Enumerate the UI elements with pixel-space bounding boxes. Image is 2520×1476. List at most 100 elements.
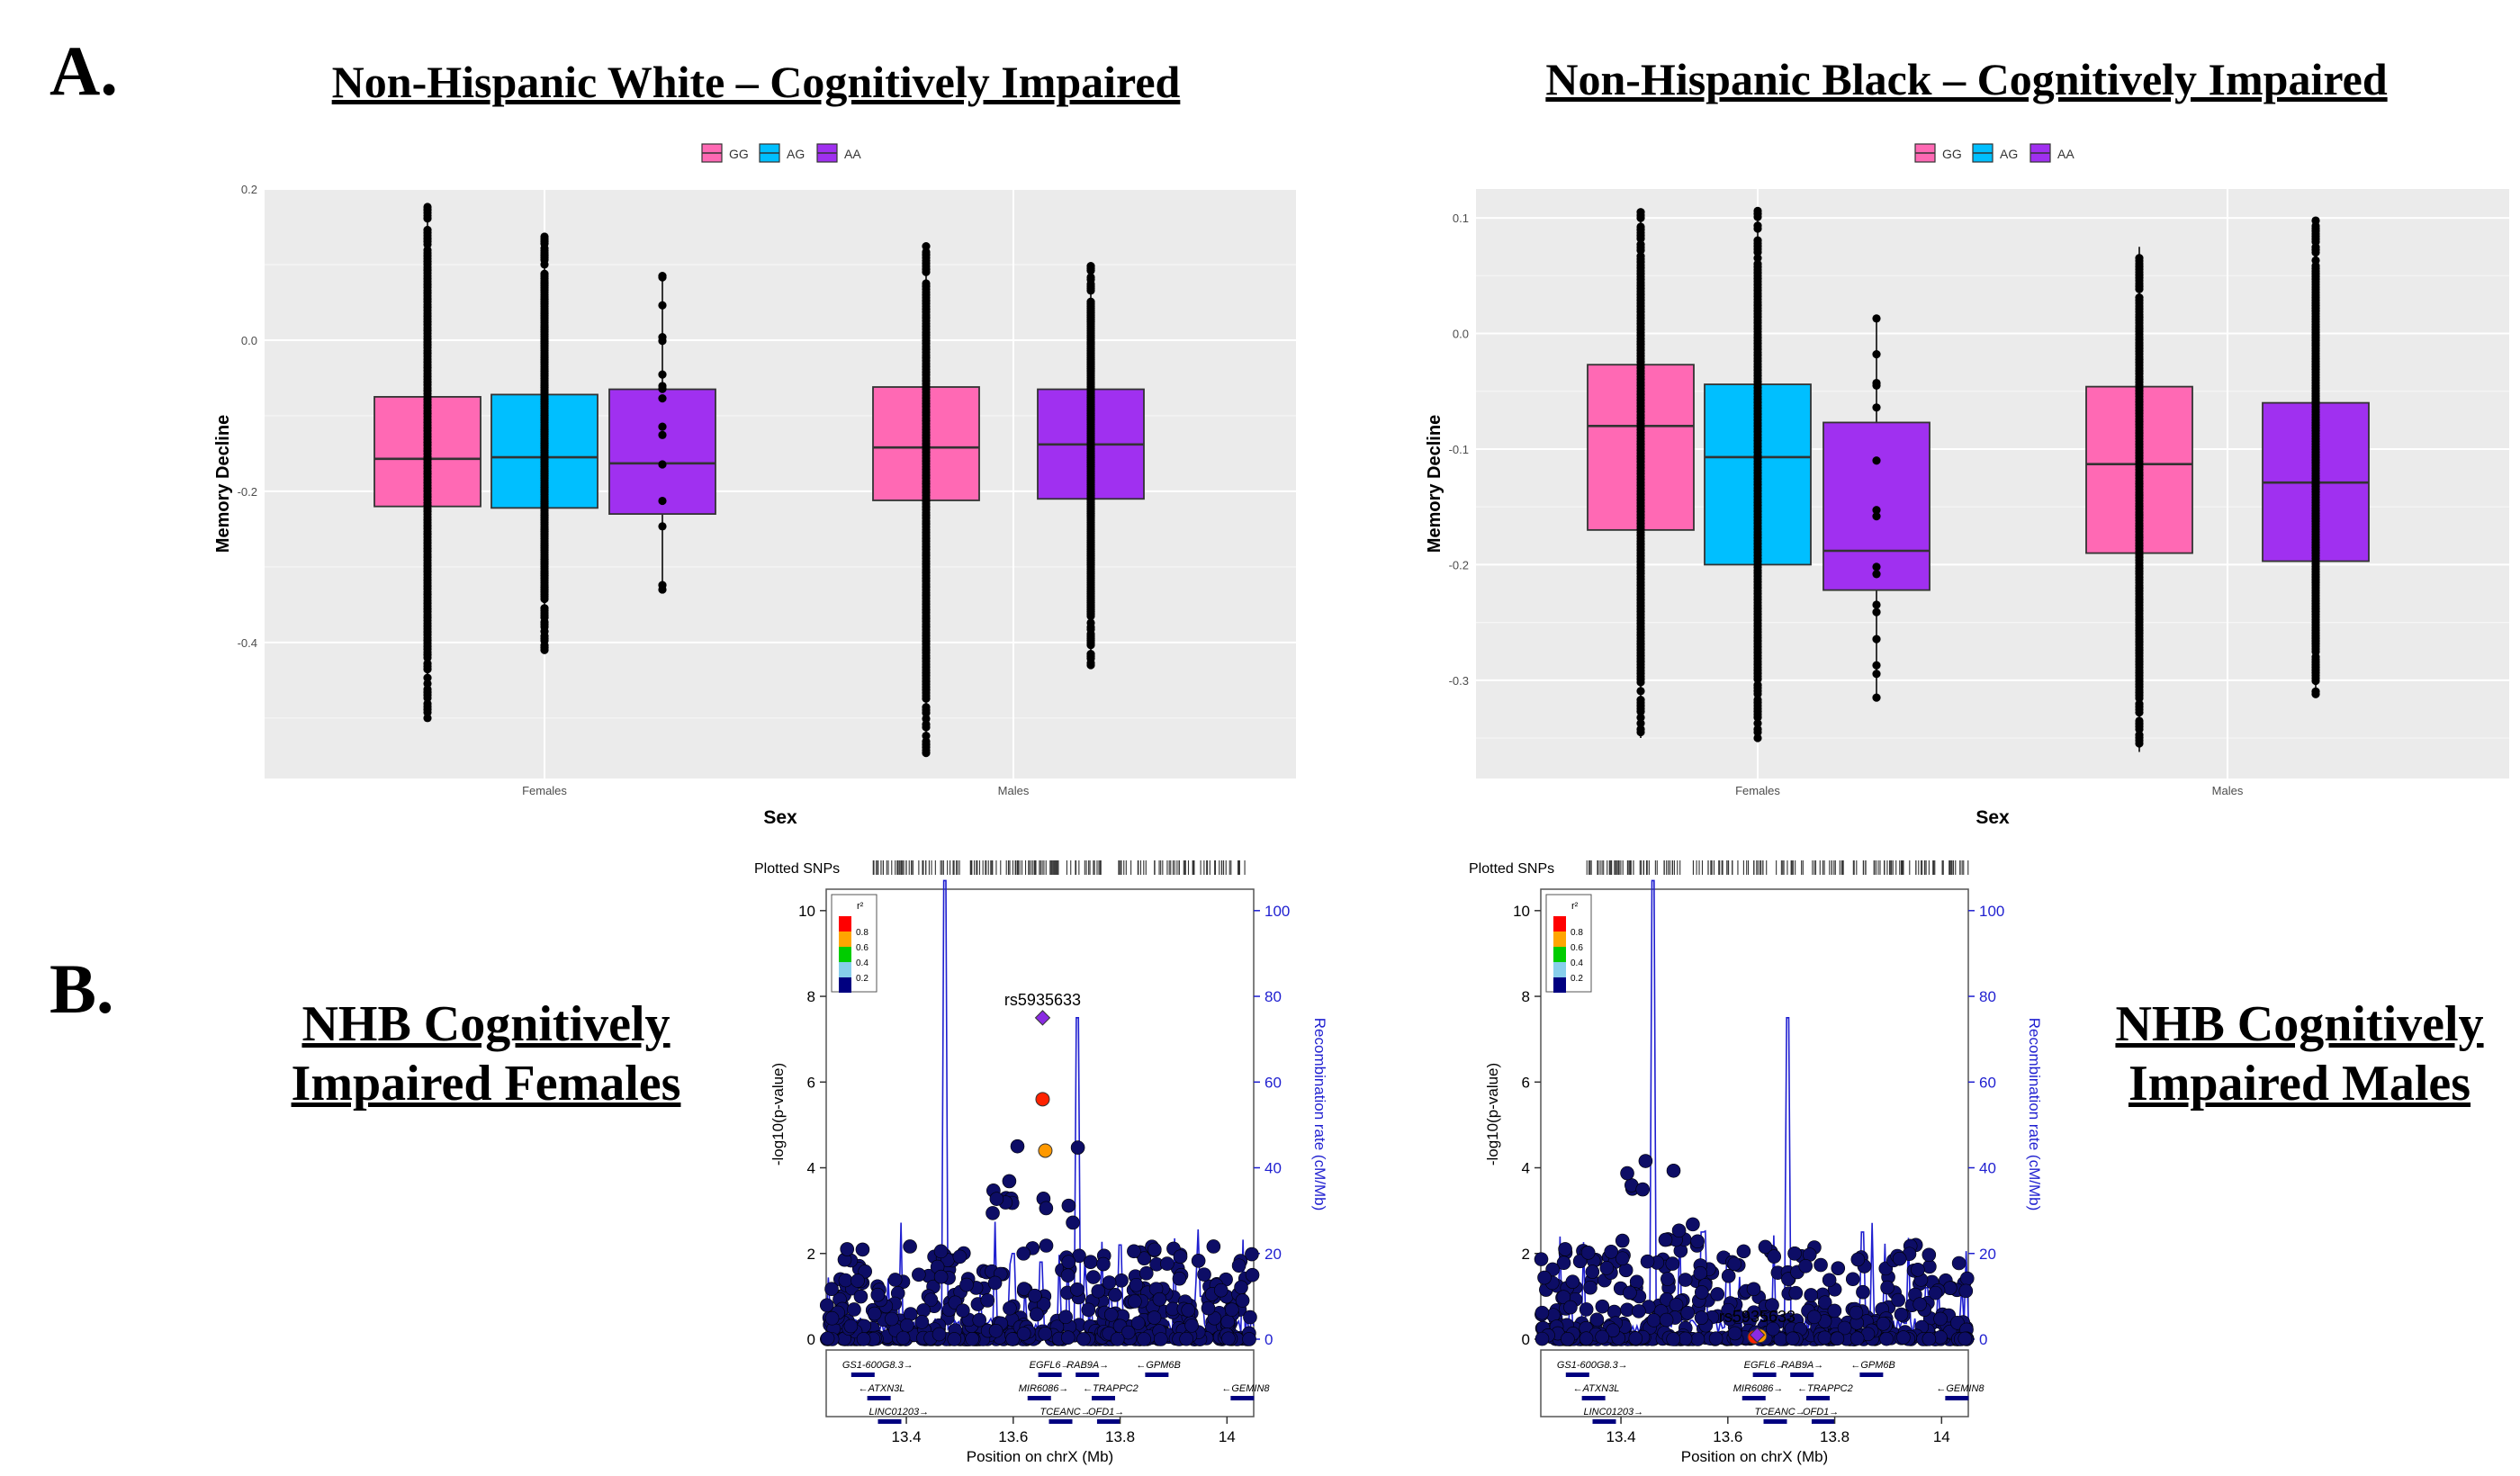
data-point bbox=[1086, 297, 1095, 306]
snp-point bbox=[1534, 1252, 1549, 1266]
snp-point bbox=[1242, 1332, 1256, 1346]
snp-point bbox=[1086, 1270, 1101, 1284]
gene-label: TCEANC→ bbox=[1755, 1407, 1805, 1418]
box-chart-white: Non-Hispanic White – Cognitively Impaire… bbox=[213, 57, 1296, 828]
snp-point bbox=[1694, 1285, 1709, 1300]
snp-point bbox=[1666, 1163, 1681, 1178]
males-title-box: NHB Cognitively Impaired Males bbox=[2115, 996, 2483, 1112]
snp-point bbox=[923, 1292, 939, 1308]
data-point bbox=[1753, 680, 1762, 689]
snp-point bbox=[1666, 1332, 1680, 1346]
snp-point bbox=[1710, 1287, 1725, 1301]
snp-point bbox=[1850, 1331, 1865, 1346]
gene-label: GS1-600G8.3→ bbox=[1557, 1360, 1628, 1371]
plotted-snps-label: Plotted SNPs bbox=[754, 861, 840, 877]
lz-x-axis-title: Position on chrX (Mb) bbox=[967, 1448, 1113, 1465]
snp-point bbox=[824, 1282, 839, 1296]
gene-body bbox=[1945, 1396, 1969, 1400]
snp-point bbox=[824, 1310, 840, 1326]
snp-point bbox=[1746, 1282, 1761, 1297]
snp-point bbox=[1102, 1275, 1117, 1290]
y-axis-title: Memory Decline bbox=[213, 415, 233, 553]
ld-legend-value: 0.8 bbox=[1570, 928, 1583, 938]
snp-point bbox=[1928, 1285, 1943, 1300]
y-tick-label: -0.1 bbox=[1449, 443, 1469, 456]
data-point bbox=[423, 679, 432, 688]
gene-body bbox=[1592, 1419, 1616, 1424]
snp-point bbox=[1058, 1310, 1073, 1325]
data-point bbox=[540, 269, 549, 278]
data-point bbox=[1872, 562, 1881, 572]
snp-point bbox=[838, 1273, 853, 1288]
snp-point bbox=[1003, 1300, 1017, 1316]
ld-legend-box bbox=[831, 894, 878, 993]
snp-point bbox=[867, 1306, 882, 1321]
panel-label-a: A. bbox=[50, 32, 118, 110]
snp-point bbox=[1640, 1254, 1655, 1269]
gene-body bbox=[1790, 1372, 1814, 1377]
snp-point bbox=[1680, 1305, 1696, 1320]
snp-point bbox=[1620, 1166, 1634, 1181]
ld-legend-value: 0.6 bbox=[1570, 943, 1583, 953]
snp-point bbox=[1070, 1282, 1084, 1297]
snp-point bbox=[1837, 1320, 1852, 1336]
snp-point bbox=[1147, 1310, 1162, 1325]
y-tick-label: 0.0 bbox=[241, 334, 257, 347]
data-point bbox=[1872, 634, 1881, 644]
snp-point bbox=[1191, 1254, 1206, 1268]
snp-point bbox=[1220, 1314, 1236, 1329]
gene-body bbox=[1048, 1419, 1073, 1424]
snp-point bbox=[1580, 1246, 1596, 1260]
snp-point bbox=[1880, 1280, 1894, 1295]
snp-point bbox=[1579, 1302, 1594, 1317]
snp-point bbox=[1618, 1263, 1634, 1278]
snp-point bbox=[1659, 1312, 1674, 1328]
data-point bbox=[658, 273, 667, 282]
snp-point bbox=[1951, 1256, 1966, 1271]
lz-y2-tick-label: 40 bbox=[1264, 1160, 1282, 1177]
gene-body bbox=[1806, 1396, 1830, 1400]
snp-point bbox=[1235, 1293, 1250, 1308]
data-point bbox=[2135, 293, 2144, 302]
y-tick-label: -0.2 bbox=[238, 485, 257, 499]
lz-x-tick-label: 13.4 bbox=[892, 1428, 922, 1445]
ld-legend-swatch bbox=[1553, 916, 1566, 932]
lz-y2-axis-title: Recombination rate (cM/Mb) bbox=[1311, 1018, 1328, 1210]
snp-point bbox=[1181, 1303, 1196, 1318]
snp-point bbox=[1606, 1323, 1620, 1338]
snp-point bbox=[1721, 1268, 1736, 1283]
data-point bbox=[658, 382, 667, 391]
snp-point bbox=[912, 1267, 926, 1282]
gene-body bbox=[1145, 1372, 1169, 1377]
ld-legend-swatch bbox=[839, 916, 851, 932]
data-point bbox=[1872, 661, 1881, 670]
data-point bbox=[658, 522, 667, 531]
snp-point bbox=[989, 1192, 1004, 1206]
ld-legend-value: 0.2 bbox=[856, 974, 868, 984]
snp-point bbox=[1943, 1281, 1958, 1295]
snp-point bbox=[1817, 1295, 1832, 1310]
snp-point bbox=[1245, 1246, 1259, 1262]
ld-legend-swatch bbox=[839, 947, 851, 962]
snp-point bbox=[1243, 1310, 1257, 1325]
data-point bbox=[1636, 719, 1645, 728]
snp-point bbox=[1879, 1331, 1894, 1346]
gene-label: ←GPM6B bbox=[1850, 1360, 1895, 1371]
snp-point bbox=[959, 1277, 974, 1292]
snp-point bbox=[1849, 1305, 1864, 1320]
snp-point bbox=[1922, 1259, 1937, 1274]
data-point bbox=[922, 279, 931, 288]
data-point bbox=[658, 337, 667, 346]
snp-point bbox=[1585, 1264, 1600, 1279]
snp-point bbox=[1108, 1288, 1122, 1302]
data-point bbox=[1086, 273, 1095, 282]
snp-point bbox=[1623, 1285, 1637, 1300]
snp-point bbox=[1153, 1332, 1168, 1346]
snp-point bbox=[1534, 1305, 1550, 1320]
gene-label: MIR6086→ bbox=[1019, 1383, 1069, 1394]
snp-point bbox=[956, 1303, 970, 1318]
snp-point bbox=[1561, 1332, 1575, 1346]
data-point bbox=[1753, 695, 1762, 705]
snp-point bbox=[840, 1242, 855, 1256]
snp-point bbox=[1127, 1244, 1141, 1259]
